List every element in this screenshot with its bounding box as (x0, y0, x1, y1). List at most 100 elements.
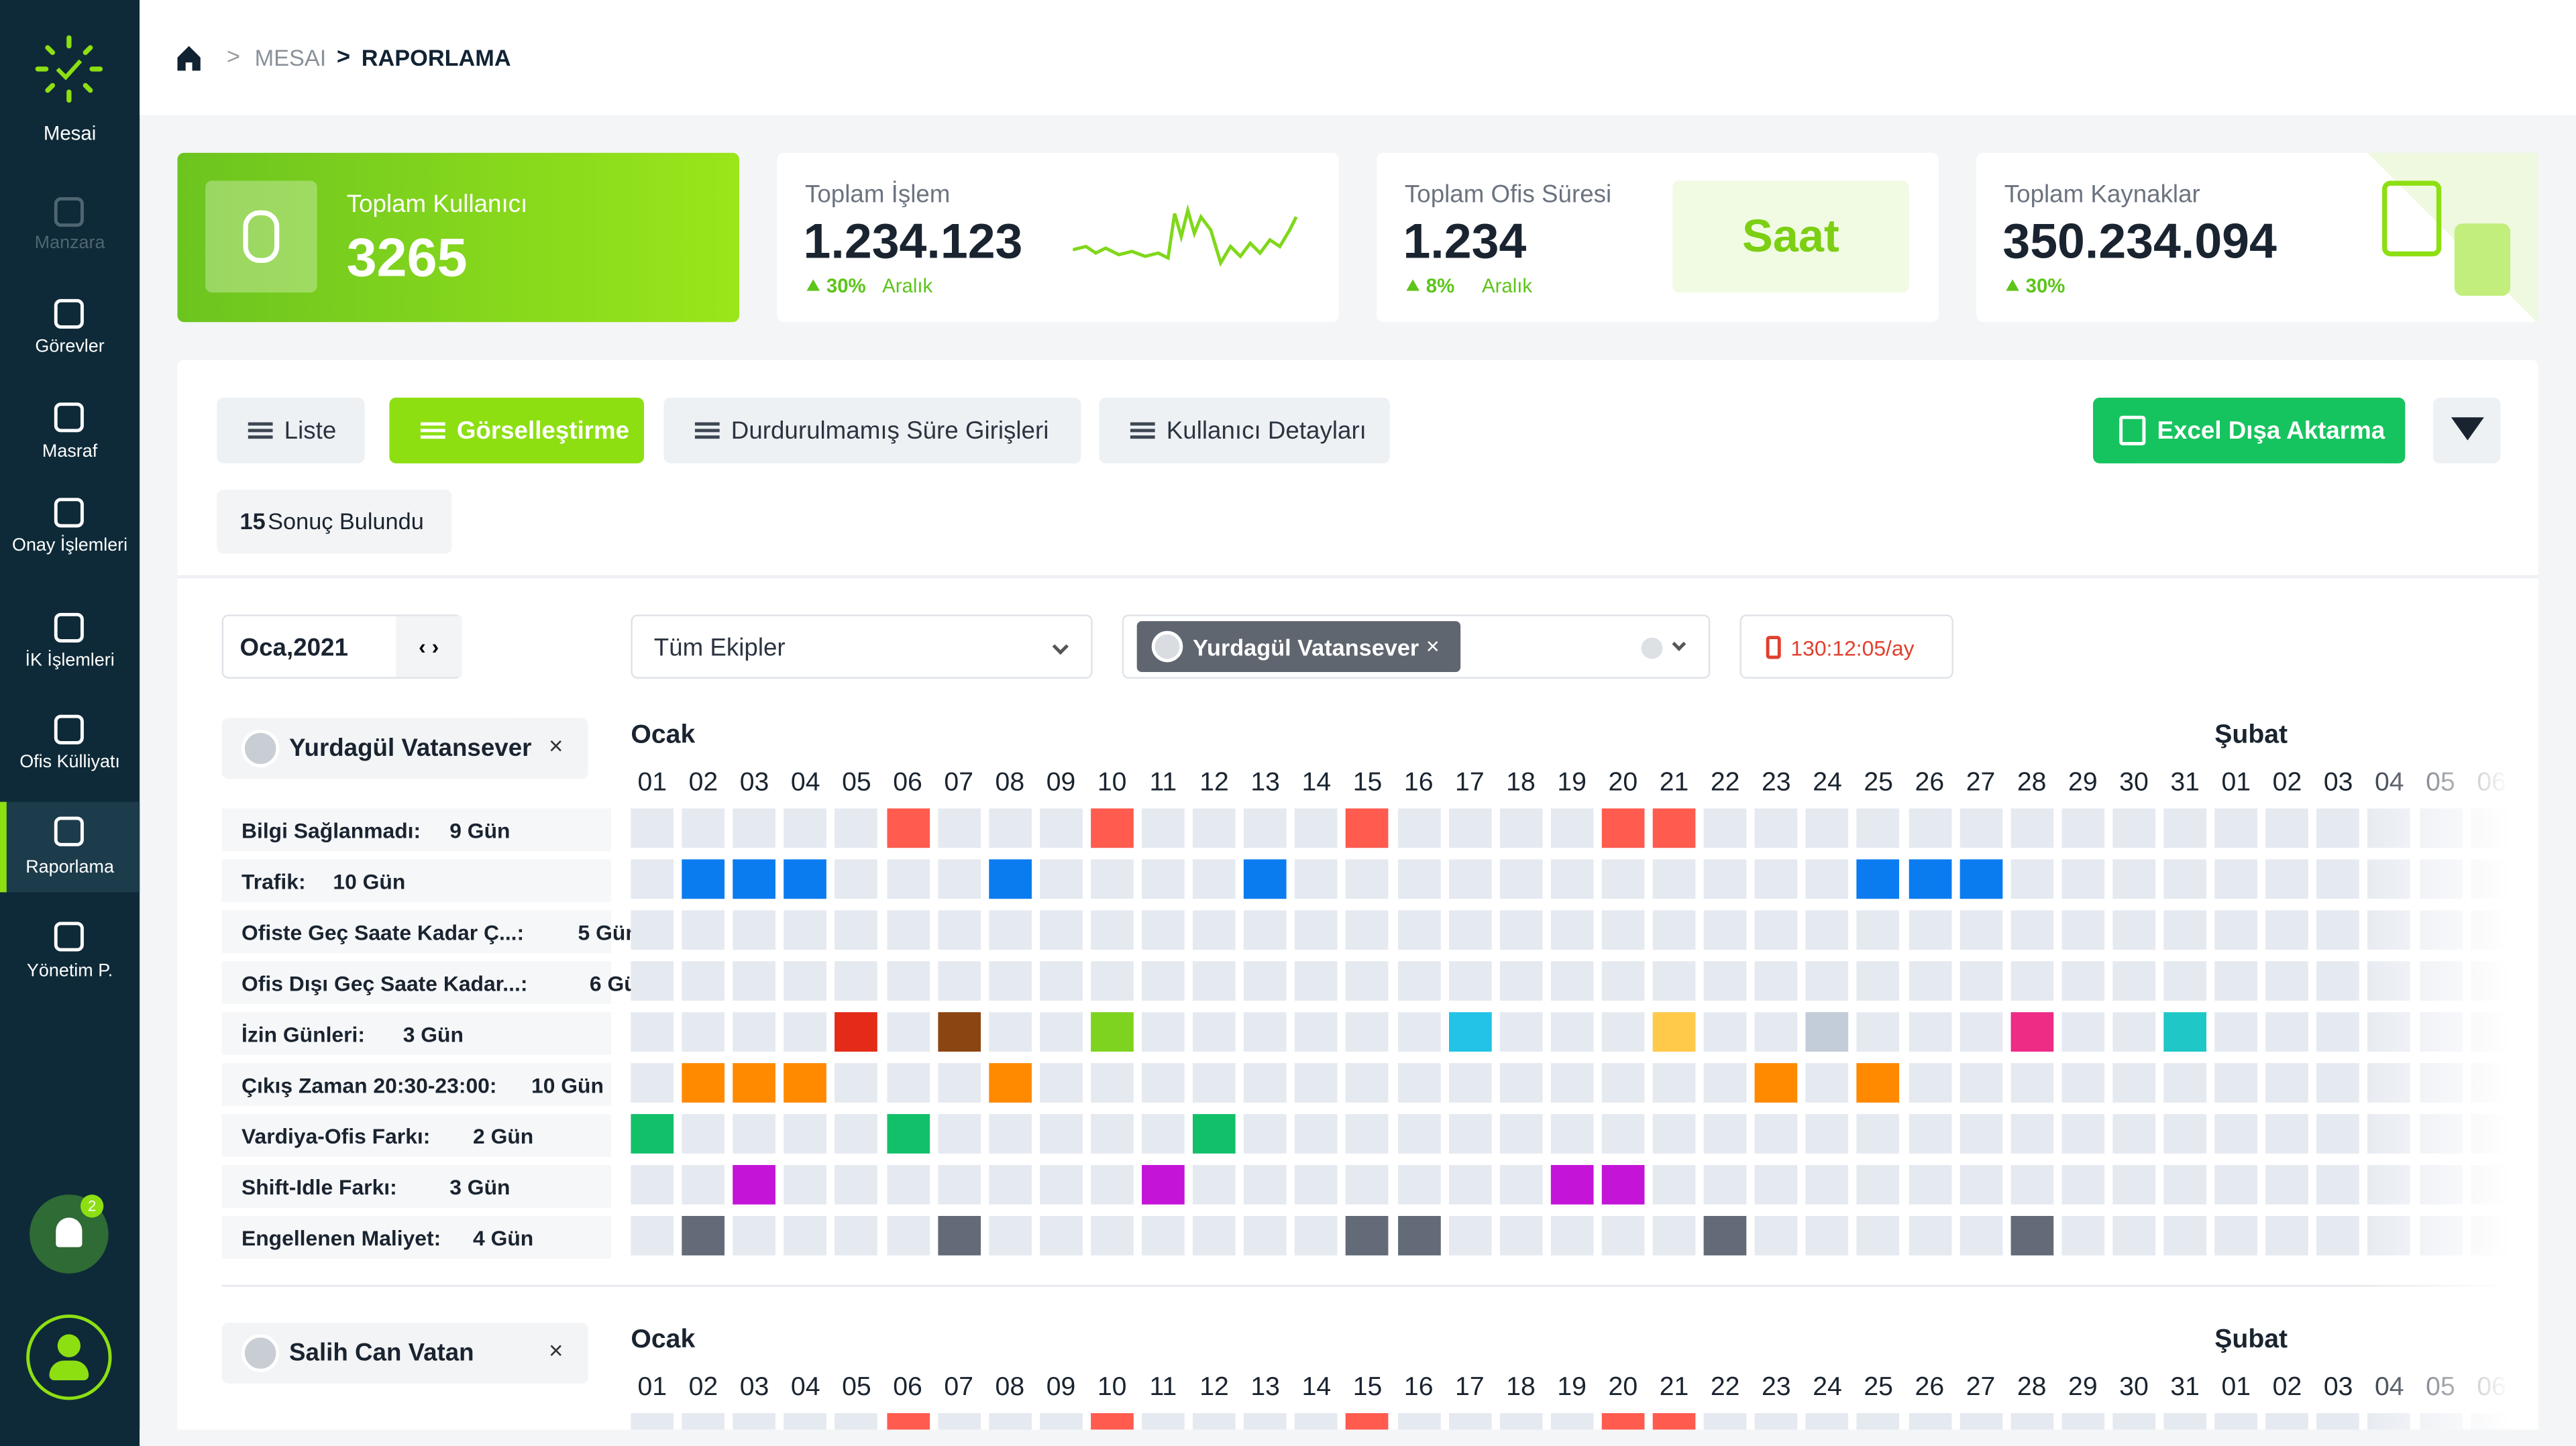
empty-cell (1703, 808, 1747, 848)
tab[interactable]: Durdurulmamış Süre Girişleri (663, 397, 1081, 463)
tab-icon-mid (694, 429, 720, 433)
breadcrumb-item: RAPORLAMA (361, 44, 511, 71)
month-nav[interactable]: ‹ › (396, 616, 462, 677)
day-label: 27 (1966, 1374, 1996, 1402)
nav-label[interactable]: İK İşlemleri (25, 651, 115, 671)
nav-label[interactable]: Görevler (35, 337, 105, 357)
day-label: 19 (1557, 1374, 1587, 1402)
day-label: 08 (995, 1374, 1025, 1402)
nav-icon[interactable] (54, 816, 84, 846)
day-label: 13 (1250, 1374, 1280, 1402)
empty-cell (1806, 910, 1849, 950)
nav-icon[interactable] (54, 714, 84, 744)
empty-cell (2163, 961, 2207, 1001)
day-cell (2010, 1216, 2053, 1256)
empty-cell (1857, 1114, 1900, 1154)
empty-cell (1754, 808, 1798, 848)
home-icon[interactable] (174, 43, 204, 72)
filter-icon (2451, 417, 2484, 441)
tab[interactable]: Görselleştirme (389, 397, 645, 463)
team-select[interactable] (631, 614, 1093, 679)
empty-cell (1754, 910, 1798, 950)
export-button[interactable]: Excel Dışa Aktarma (2093, 397, 2406, 463)
nav-icon[interactable] (54, 922, 84, 952)
empty-cell (2214, 1063, 2258, 1103)
duration-box[interactable] (1739, 614, 1953, 679)
day-cell (1652, 808, 1696, 848)
stat-icon (205, 180, 317, 293)
day-label: 17 (1455, 769, 1485, 797)
up-arrow (1406, 279, 1419, 291)
empty-cell (2214, 1216, 2258, 1256)
person-remove[interactable]: × (548, 732, 564, 761)
day-cell (682, 1216, 725, 1256)
empty-cell (2214, 910, 2258, 950)
day-label: 30 (2119, 1374, 2149, 1402)
empty-cell (1652, 859, 1696, 899)
brand: Mesai (43, 121, 97, 145)
empty-cell (1601, 910, 1645, 950)
duration-label: 130:12:05/ay (1790, 636, 1915, 661)
person-chip (221, 718, 588, 779)
nav-label[interactable]: Yönetim P. (26, 961, 113, 981)
empty-cell (2010, 961, 2053, 1001)
empty-cell (1244, 1114, 1287, 1154)
bell-icon (56, 1217, 83, 1247)
nav-label[interactable]: Onay İşlemleri (11, 535, 128, 556)
day-label: 02 (2272, 769, 2302, 797)
day-label: 20 (1608, 769, 1638, 797)
nav-icon[interactable] (54, 402, 84, 433)
empty-cell (1397, 910, 1440, 950)
empty-cell (2061, 1216, 2104, 1256)
nav-icon[interactable] (54, 612, 84, 643)
empty-cell (2214, 859, 2258, 899)
chip-remove[interactable]: × (1426, 632, 1440, 659)
nav-icon[interactable] (54, 298, 84, 329)
nav-icon[interactable] (54, 197, 84, 227)
empty-cell (988, 1216, 1032, 1256)
day-label: 02 (688, 769, 718, 797)
nav-icon[interactable] (54, 498, 84, 528)
tab[interactable]: Liste (217, 397, 365, 463)
tab[interactable]: Kullanıcı Detayları (1099, 397, 1390, 463)
nav-label[interactable]: Masraf (42, 442, 98, 462)
empty-cell (835, 910, 878, 950)
empty-cell (1448, 961, 1491, 1001)
person-avatar (241, 729, 280, 768)
team-label: Tüm Ekipler (653, 634, 786, 663)
stat-period: Aralık (882, 274, 933, 298)
person-remove[interactable]: × (548, 1337, 564, 1366)
empty-cell (988, 1114, 1032, 1154)
empty-cell (835, 859, 878, 899)
empty-cell (1295, 910, 1338, 950)
empty-cell (1244, 808, 1287, 848)
empty-cell (1142, 1114, 1185, 1154)
nav-label[interactable]: Ofis Külliyatı (19, 753, 120, 773)
empty-cell (2112, 808, 2155, 848)
day-label: 15 (1352, 1374, 1383, 1402)
filter-button[interactable] (2432, 397, 2501, 463)
empty-cell (2214, 961, 2258, 1001)
day-label: 28 (2017, 1374, 2047, 1402)
person-name: Salih Can Vatan (289, 1339, 474, 1368)
breadcrumb-item[interactable]: MESAI (254, 44, 327, 71)
empty-cell (1703, 1063, 1747, 1103)
empty-cell (682, 961, 725, 1001)
empty-cell (1499, 1165, 1542, 1205)
nav-label[interactable]: Raporlama (25, 857, 114, 878)
avatar-button[interactable] (26, 1315, 112, 1400)
clear-icon[interactable] (1641, 637, 1663, 659)
nav-label[interactable]: Manzara (34, 233, 105, 254)
day-label: 11 (1149, 769, 1177, 797)
empty-cell (682, 1012, 725, 1052)
empty-cell (1908, 808, 1951, 848)
day-cell (886, 808, 929, 848)
empty-cell (1295, 1165, 1338, 1205)
empty-cell (835, 1114, 878, 1154)
day-cell (2163, 1012, 2207, 1052)
row-label-bg (221, 1216, 612, 1259)
tab-icon (694, 422, 720, 439)
empty-cell (1499, 1012, 1542, 1052)
stat-label: Toplam Kaynaklar (2004, 180, 2200, 209)
up-arrow (2006, 279, 2019, 291)
